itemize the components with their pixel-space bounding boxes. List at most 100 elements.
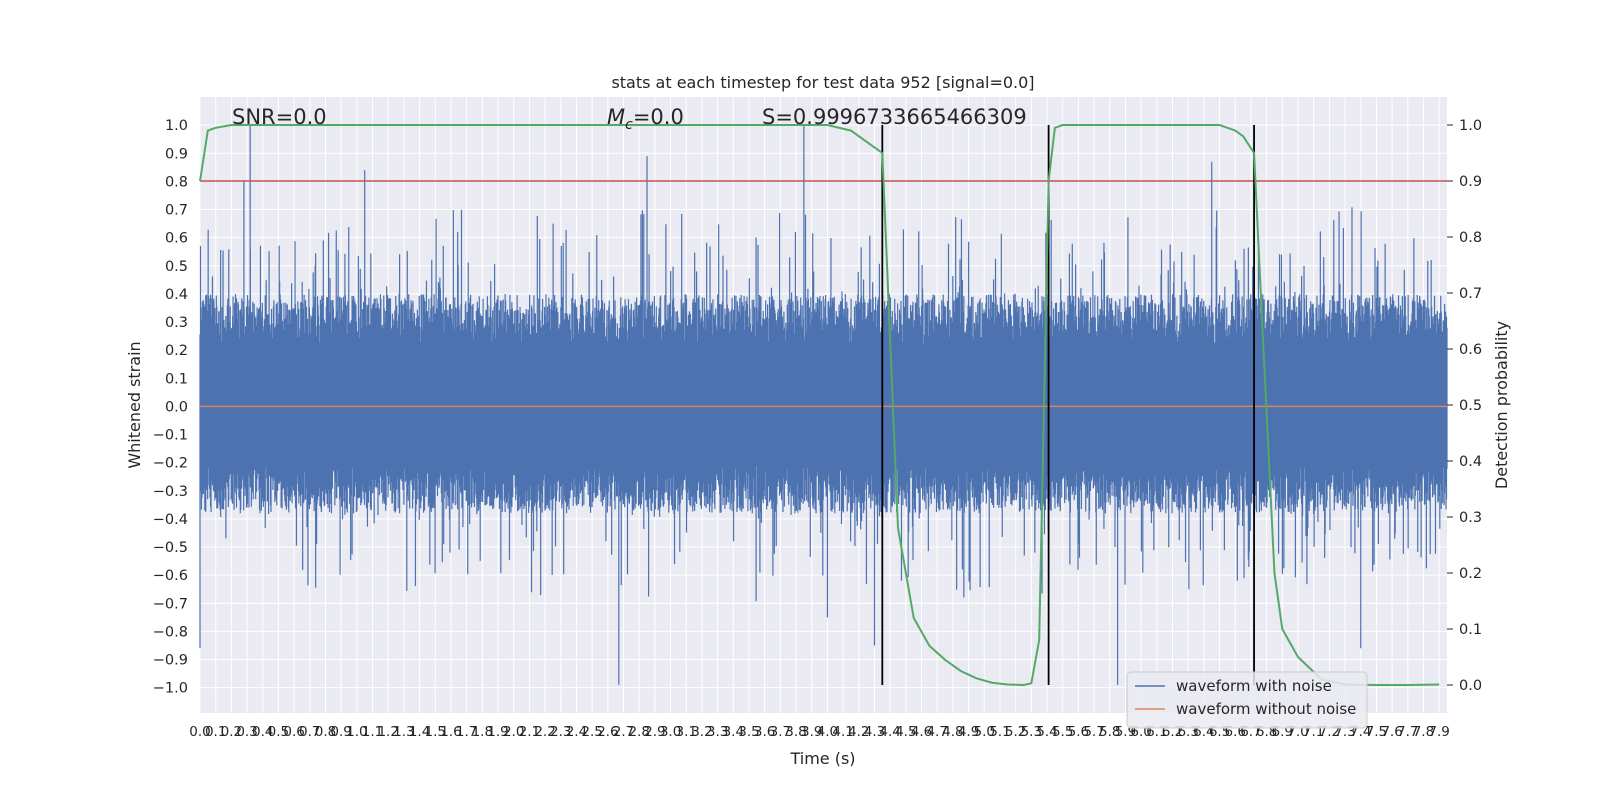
x-tick-label: 0.5	[268, 724, 289, 740]
left-y-tick-label: 0.1	[165, 371, 188, 387]
left-y-tick-label: 0.9	[165, 146, 188, 162]
right-y-tick-label: 1.0	[1459, 118, 1482, 134]
x-tick-label: 3.1	[676, 724, 697, 740]
x-tick-label: 1.9	[487, 724, 508, 740]
x-tick-label: 4.1	[832, 724, 853, 740]
left-y-tick-label: −0.9	[153, 653, 188, 669]
chirp-mass-annotation: Mc=0.0	[607, 105, 684, 133]
x-tick-label: 7.9	[1428, 724, 1449, 740]
x-tick-label: 7.8	[1413, 724, 1434, 740]
x-tick-label: 1.6	[440, 724, 461, 740]
right-y-tick-label: 0.4	[1459, 454, 1482, 470]
right-y-tick-label: 0.9	[1459, 174, 1482, 190]
x-tick-label: 0.1	[205, 724, 226, 740]
chirp-mass-symbol: M	[607, 105, 625, 129]
score-annotation: S=0.9996733665466309	[762, 105, 1027, 129]
left-y-tick-label: 0.0	[165, 399, 188, 415]
left-y-tick-label: 0.4	[165, 287, 188, 303]
right-y-tick-label: 0.1	[1459, 622, 1482, 638]
left-y-tick-label: 1.0	[165, 118, 188, 134]
x-axis-label: Time (s)	[789, 749, 855, 768]
x-tick-label: 3.3	[707, 724, 728, 740]
x-tick-label: 5.4	[1036, 724, 1057, 740]
legend-label-clean: waveform without noise	[1176, 700, 1356, 718]
x-tick-label: 4.2	[848, 724, 869, 740]
x-tick-label: 2.9	[644, 724, 665, 740]
x-tick-label: 5.3	[1021, 724, 1042, 740]
x-tick-label: 1.1	[362, 724, 383, 740]
x-tick-label: 4.0	[817, 724, 838, 740]
x-tick-label: 7.7	[1397, 724, 1418, 740]
right-y-axis-label: Detection probability	[1492, 321, 1511, 489]
x-tick-label: 3.4	[723, 724, 744, 740]
x-tick-label: 2.5	[581, 724, 602, 740]
right-y-tick-label: 0.0	[1459, 678, 1482, 694]
x-tick-label: 5.8	[1099, 724, 1120, 740]
x-tick-label: 4.4	[879, 724, 900, 740]
detection-probability-line	[199, 124, 1440, 687]
right-y-tick-label: 0.6	[1459, 342, 1482, 358]
x-tick-label: 0.9	[330, 724, 351, 740]
chart-title: stats at each timestep for test data 952…	[611, 73, 1034, 92]
x-tick-label: 1.0	[346, 724, 367, 740]
x-tick-label: 0.0	[189, 724, 210, 740]
x-tick-label: 2.8	[628, 724, 649, 740]
left-y-tick-label: 0.2	[165, 343, 188, 359]
left-y-tick-label: 0.3	[165, 315, 188, 331]
x-tick-label: 0.6	[283, 724, 304, 740]
left-y-tick-label: 0.5	[165, 259, 188, 275]
left-y-tick-label: −1.0	[153, 681, 188, 697]
x-tick-label: 2.4	[566, 724, 587, 740]
detection-probability-series	[199, 124, 1440, 687]
x-tick-label: 5.5	[1052, 724, 1073, 740]
x-tick-label: 5.0	[974, 724, 995, 740]
x-tick-label: 4.3	[864, 724, 885, 740]
left-y-tick-label: −0.4	[153, 512, 188, 528]
x-tick-label: 5.7	[1083, 724, 1104, 740]
x-tick-label: 1.4	[409, 724, 430, 740]
left-y-tick-label: 0.8	[165, 174, 188, 190]
plot-area	[199, 97, 1448, 713]
chirp-mass-value: =0.0	[633, 105, 684, 129]
x-tick-label: 3.5	[738, 724, 759, 740]
right-y-tick-label: 0.5	[1459, 398, 1482, 414]
x-tick-label: 3.6	[754, 724, 775, 740]
x-tick-label: 1.8	[472, 724, 493, 740]
left-y-tick-label: −0.6	[153, 568, 188, 584]
left-y-tick-label: −0.5	[153, 540, 188, 556]
x-tick-label: 2.6	[597, 724, 618, 740]
legend-box	[1126, 671, 1368, 729]
x-tick-label: 5.2	[1005, 724, 1026, 740]
x-tick-label: 0.4	[252, 724, 273, 740]
x-tick-label: 3.8	[785, 724, 806, 740]
x-tick-label: 0.2	[221, 724, 242, 740]
x-tick-label: 3.7	[770, 724, 791, 740]
right-y-tick-label: 0.8	[1459, 230, 1482, 246]
x-tick-label: 2.2	[534, 724, 555, 740]
legend-label-noise: waveform with noise	[1176, 677, 1332, 695]
x-tick-label: 3.9	[801, 724, 822, 740]
x-tick-label: 1.3	[393, 724, 414, 740]
left-y-axis-label: Whitened strain	[125, 341, 144, 468]
right-y-tick-label: 0.3	[1459, 510, 1482, 526]
x-tick-label: 2.3	[550, 724, 571, 740]
x-tick-label: 0.8	[315, 724, 336, 740]
right-y-tick-label: 0.2	[1459, 566, 1482, 582]
left-y-tick-label: −0.1	[153, 428, 188, 444]
x-tick-label: 4.5	[895, 724, 916, 740]
x-tick-label: 2.0	[503, 724, 524, 740]
left-y-axis-tick-labels: 1.0 0.9 0.8 0.7 0.6 0.5 0.4 0.3 0.2 0.1 0.0 −0.1 −0.…	[153, 118, 188, 697]
x-tick-label: 5.6	[1068, 724, 1089, 740]
chirp-mass-subscript: c	[625, 117, 633, 133]
x-tick-label: 3.0	[660, 724, 681, 740]
x-axis-tick-labels: 0.00.10.20.30.40.50.60.70.80.91.01.11.21…	[189, 724, 1450, 740]
x-tick-label: 1.5	[425, 724, 446, 740]
x-tick-label: 4.9	[958, 724, 979, 740]
snr-annotation: SNR=0.0	[232, 105, 327, 129]
x-tick-label: 4.8	[942, 724, 963, 740]
x-tick-label: 5.1	[989, 724, 1010, 740]
legend: waveform with noise waveform without noi…	[1126, 671, 1368, 729]
left-y-tick-label: 0.6	[165, 231, 188, 247]
left-y-tick-label: −0.2	[153, 456, 188, 472]
